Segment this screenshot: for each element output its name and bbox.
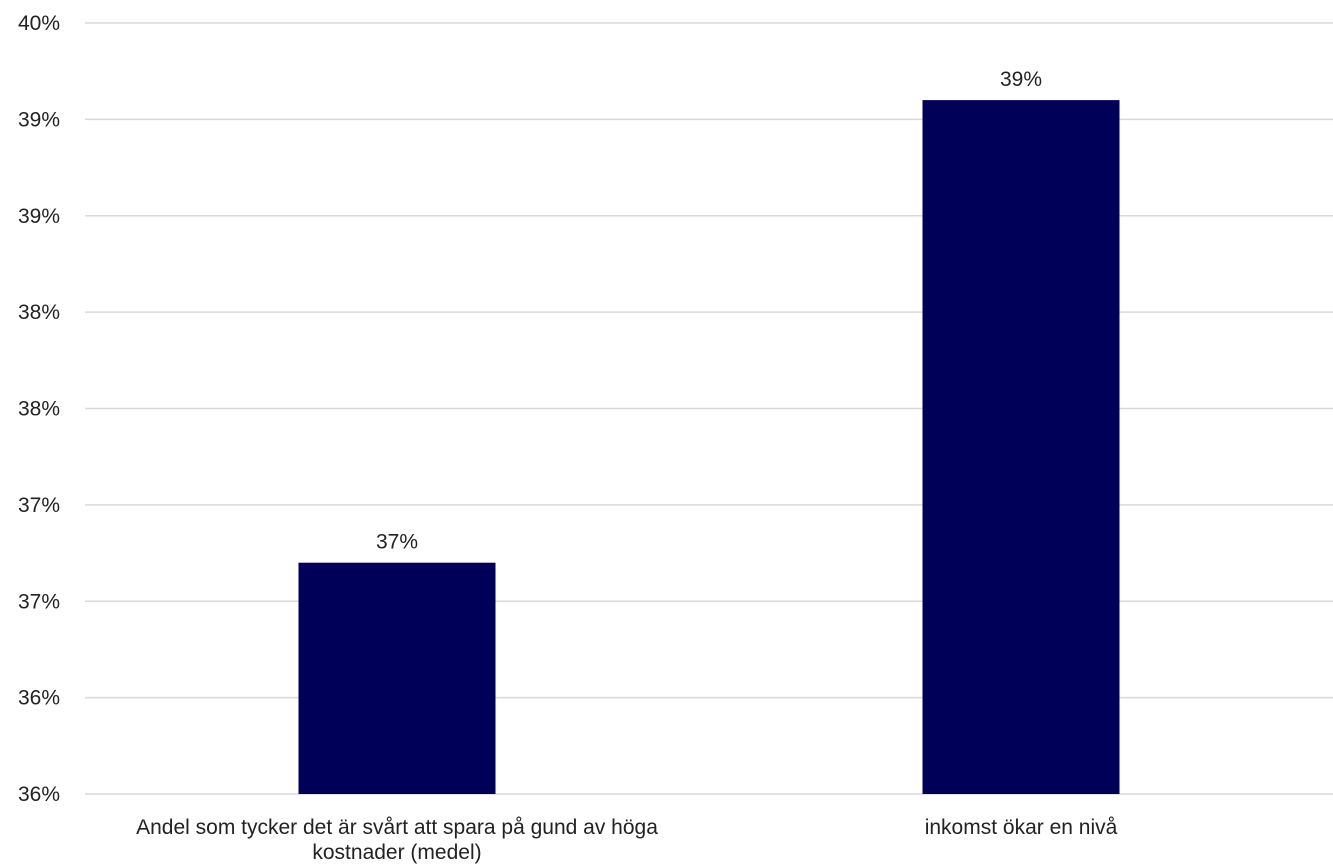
y-tick-label: 36% xyxy=(18,783,60,806)
data-label: 37% xyxy=(376,531,418,554)
data-labels: 37% 39% xyxy=(376,68,1042,554)
bar xyxy=(298,562,496,794)
y-tick-label: 39% xyxy=(18,205,60,228)
bar xyxy=(922,100,1120,795)
y-tick-label: 36% xyxy=(18,687,60,710)
y-tick-label: 40% xyxy=(18,12,60,35)
gridlines xyxy=(85,22,1333,795)
y-tick-label: 38% xyxy=(18,301,60,324)
category-label: Andel som tycker det är svårt att spara … xyxy=(136,816,658,839)
category-label: kostnader (medel) xyxy=(312,841,481,864)
data-label: 39% xyxy=(1000,68,1042,91)
y-tick-label: 38% xyxy=(18,398,60,421)
y-tick-label: 39% xyxy=(18,108,60,131)
bars xyxy=(298,100,1120,795)
y-axis-ticks: 36% 36% 37% 37% 38% 38% 39% 39% 40% xyxy=(18,12,60,806)
y-tick-label: 37% xyxy=(18,494,60,517)
category-label: inkomst ökar en nivå xyxy=(925,816,1118,839)
y-tick-label: 37% xyxy=(18,590,60,613)
category-labels: Andel som tycker det är svårt att spara … xyxy=(136,816,1118,864)
